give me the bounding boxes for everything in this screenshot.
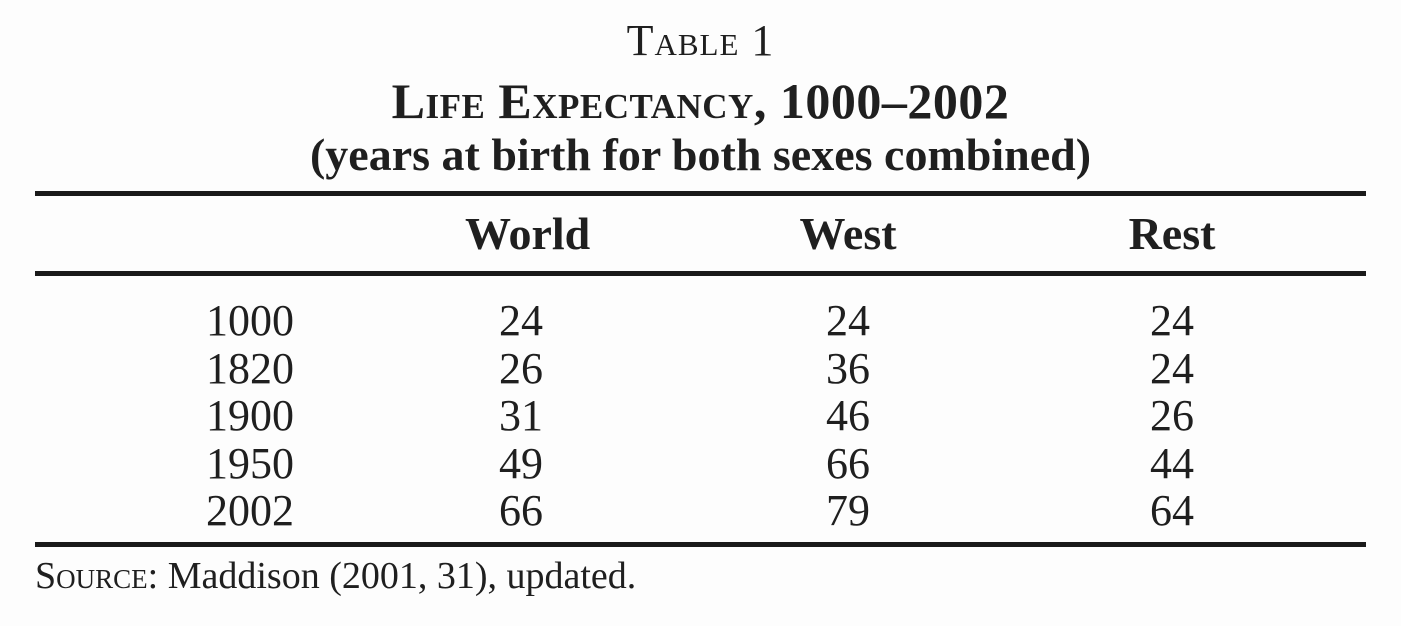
table-caption: Table 1 Life Expectancy, 1000–2002 (year… — [35, 16, 1366, 180]
year-cell: 2002 — [206, 486, 294, 535]
world-value-cell: 24 — [499, 296, 543, 345]
table-row: 1820 26 36 24 — [35, 343, 1366, 393]
header-cell-rest: Rest — [1128, 208, 1216, 259]
year-cell: 1820 — [206, 343, 294, 393]
rest-value-cell: 24 — [1150, 296, 1194, 345]
west-value-cell: 46 — [826, 391, 870, 440]
table-row: 2002 66 79 64 — [35, 487, 1366, 535]
table-header-row: World West Rest — [35, 196, 1366, 271]
table-row: 1000 24 24 24 — [35, 297, 1366, 345]
rest-value-cell: 24 — [1150, 343, 1194, 393]
table-body: 1000 24 24 24 1820 26 36 24 1900 31 46 2… — [35, 276, 1366, 535]
rest-value-cell: 64 — [1150, 486, 1194, 535]
rest-value-cell: 26 — [1150, 391, 1194, 440]
header-rule — [35, 271, 1366, 276]
year-cell: 1000 — [206, 296, 294, 345]
world-value-cell: 49 — [499, 438, 543, 488]
table-row: 1950 49 66 44 — [35, 438, 1366, 488]
source-label: Source: — [35, 554, 159, 597]
world-value-cell: 66 — [499, 486, 543, 535]
west-value-cell: 79 — [826, 486, 870, 535]
table-title: Life Expectancy, 1000–2002 — [391, 73, 1010, 129]
world-value-cell: 31 — [499, 391, 543, 440]
rest-value-cell: 44 — [1150, 438, 1194, 488]
table-subtitle: (years at birth for both sexes combined) — [309, 129, 1092, 180]
year-cell: 1900 — [206, 391, 294, 440]
table-row: 1900 31 46 26 — [35, 392, 1366, 440]
west-value-cell: 66 — [826, 438, 870, 488]
header-cell-world: World — [465, 208, 591, 259]
west-value-cell: 36 — [826, 343, 870, 393]
top-rule — [35, 191, 1366, 196]
source-note: Source: Maddison (2001, 31), updated. — [35, 556, 1366, 596]
year-cell: 1950 — [206, 438, 294, 488]
table-sheet: Table 1 Life Expectancy, 1000–2002 (year… — [35, 0, 1366, 596]
bottom-rule — [35, 541, 1366, 547]
world-value-cell: 26 — [499, 343, 543, 393]
west-value-cell: 24 — [826, 296, 870, 345]
header-cell-west: West — [799, 208, 897, 259]
table-number-label: Table 1 — [626, 16, 775, 65]
source-text: Maddison (2001, 31), updated. — [167, 554, 637, 597]
